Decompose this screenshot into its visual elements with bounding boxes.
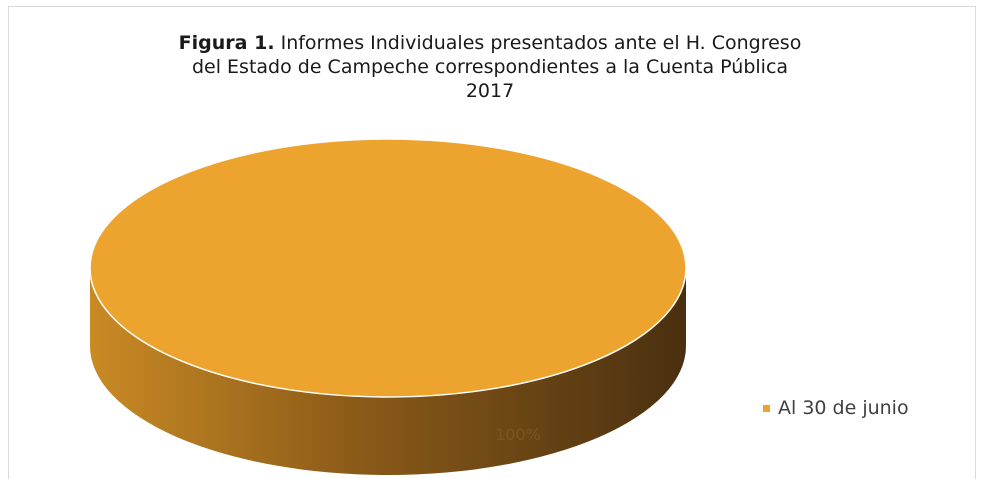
pie-slice-top — [89, 138, 687, 398]
chart-title-line2: del Estado de Campeche correspondientes … — [191, 56, 789, 78]
pie-slice-side — [90, 268, 686, 475]
legend-swatch — [763, 404, 770, 412]
legend-label: Al 30 de junio — [778, 397, 909, 419]
pie-data-label: 100% — [495, 425, 541, 444]
chart-title-bold: Figura 1. — [178, 32, 275, 54]
chart-title-line3: 2017 — [465, 80, 515, 102]
chart-title-line1: Figura 1. Informes Individuales presenta… — [140, 31, 840, 55]
legend: Al 30 de junio — [763, 397, 909, 419]
chart-title-rest: Informes Individuales presentados ante e… — [280, 32, 802, 54]
chart-title: Figura 1. Informes Individuales presenta… — [140, 31, 840, 103]
